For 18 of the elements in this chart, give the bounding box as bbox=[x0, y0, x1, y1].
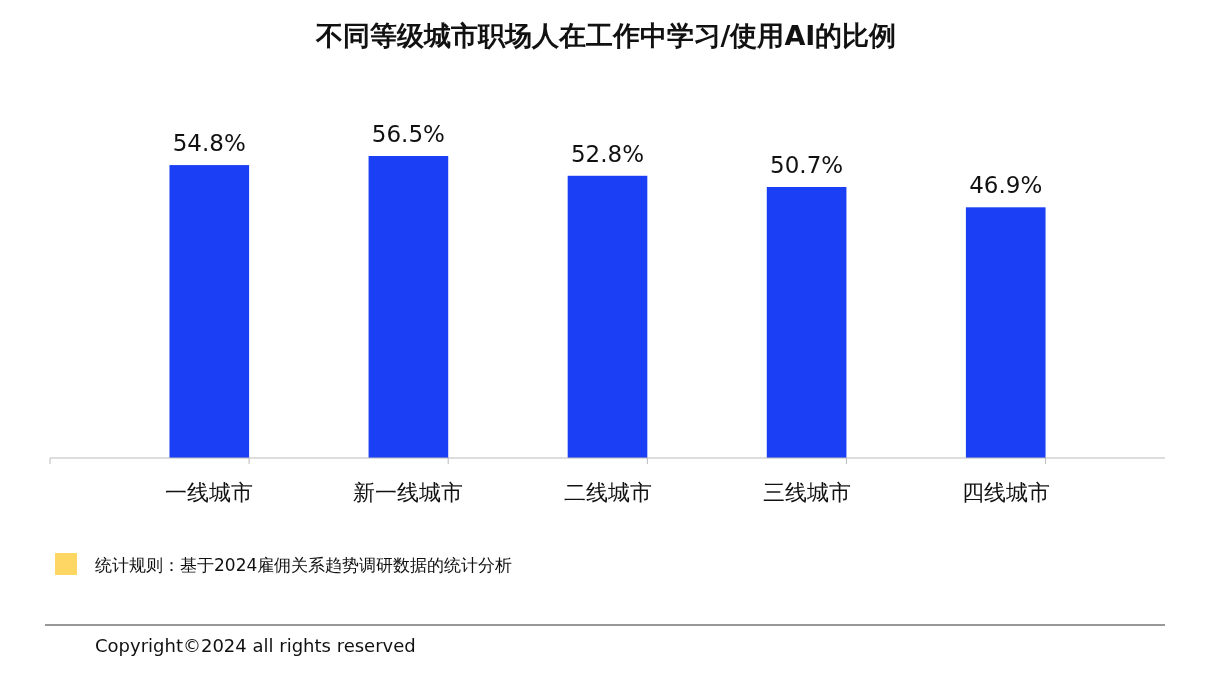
x-tick-label: 四线城市 bbox=[961, 480, 1050, 505]
data-label: 54.8% bbox=[172, 130, 246, 157]
chart-title: 不同等级城市职场人在工作中学习/使用AI的比例 bbox=[314, 20, 897, 51]
bar bbox=[766, 187, 847, 458]
data-label: 50.7% bbox=[770, 152, 844, 178]
text: Copyright©2024 all rights reserved bbox=[95, 635, 416, 656]
bar bbox=[169, 165, 250, 458]
bar bbox=[567, 175, 648, 458]
text: 统计规则：基于2024雇佣关系趋势调研数据的统计分析 bbox=[95, 555, 513, 575]
x-tick-label: 新一线城市 bbox=[353, 480, 464, 505]
data-label: 46.9% bbox=[969, 172, 1043, 199]
bar bbox=[965, 207, 1046, 458]
x-tick-label: 二线城市 bbox=[563, 480, 652, 505]
data-label: 52.8% bbox=[570, 140, 645, 167]
x-tick-label: 一线城市 bbox=[165, 480, 254, 505]
data-label: 56.5% bbox=[371, 121, 445, 147]
x-tick-label: 三线城市 bbox=[762, 480, 851, 505]
bar bbox=[368, 156, 449, 458]
